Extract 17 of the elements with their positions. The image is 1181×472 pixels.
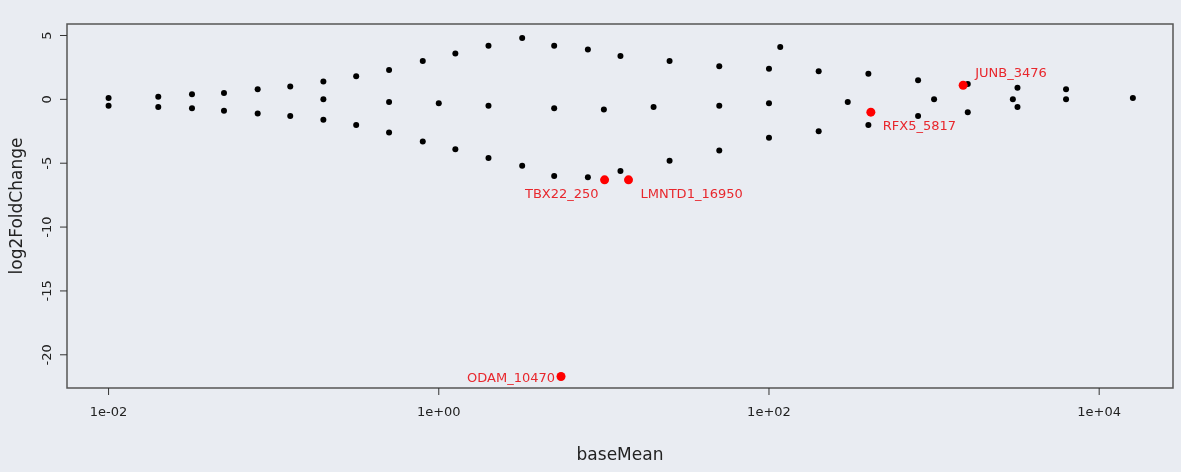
y-axis-title: log2FoldChange [6, 137, 26, 275]
annotation: LMNTD1_16950 [640, 185, 743, 201]
annotation: JUNB_3476 [974, 65, 1047, 81]
x-tick-label: 1e+00 [416, 404, 461, 419]
annotation: TBX22_250 [523, 185, 599, 201]
x-tick-label: 1e+02 [747, 404, 791, 419]
y-tick-label: -15 [39, 280, 54, 302]
y-tick-label: -10 [39, 216, 54, 238]
x-tick-label: 1e+04 [1077, 404, 1122, 419]
y-tick-label: -20 [39, 344, 54, 366]
annotation: ODAM_10470 [467, 369, 556, 385]
y-tick-label: 0 [39, 95, 54, 104]
x-axis-title: baseMean [576, 444, 664, 464]
y-tick-label: 5 [39, 31, 54, 40]
y-tick-label: -5 [39, 156, 54, 170]
x-tick-label: 1e-02 [89, 404, 128, 419]
annotation: RFX5_5817 [882, 118, 957, 134]
